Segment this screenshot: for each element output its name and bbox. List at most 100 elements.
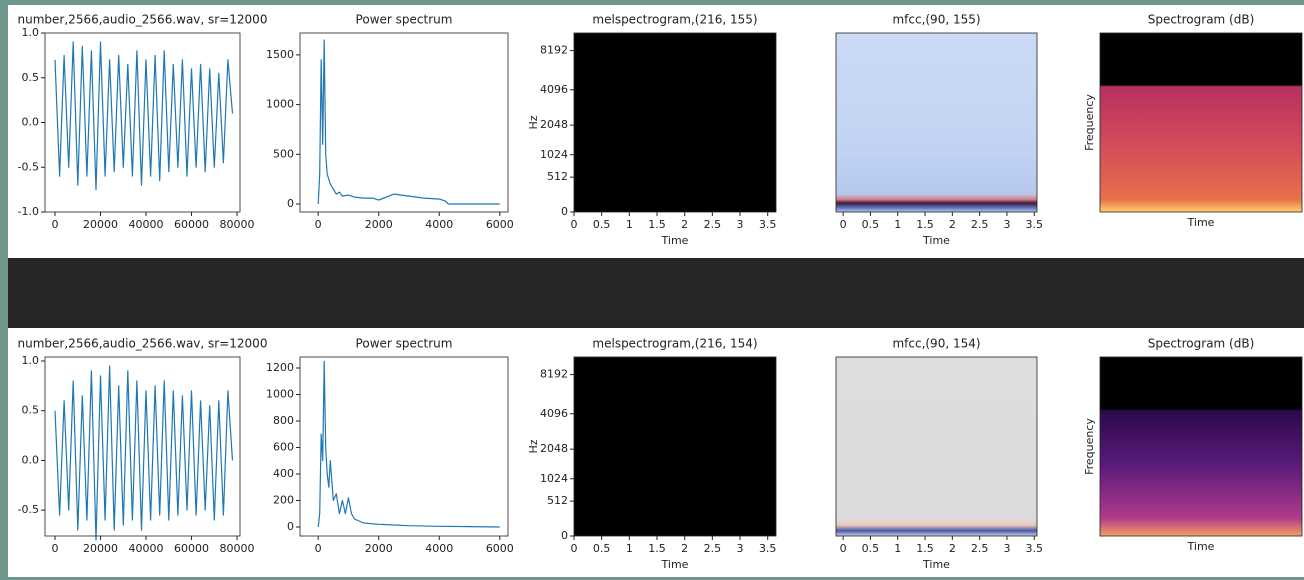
y-tick-label: 1.0 [22, 26, 40, 39]
y-axis-label: Hz [527, 115, 540, 129]
y-tick-label: 2048 [540, 118, 568, 131]
x-tick-label: 2 [949, 542, 956, 555]
x-tick-label: 1 [894, 218, 901, 231]
x-tick-label: 0 [840, 542, 847, 555]
x-tick-label: 80000 [220, 218, 255, 231]
axes-frame [573, 32, 777, 213]
y-tick-label: 400 [273, 467, 294, 480]
separator-band [8, 258, 1304, 328]
x-tick-label: 6000 [486, 218, 514, 231]
x-axis-label: Time [661, 234, 689, 247]
y-tick-label: 1.0 [22, 354, 40, 367]
y-tick-label: 0.5 [22, 404, 40, 417]
y-tick-label: 0 [287, 520, 294, 533]
x-tick-label: 60000 [174, 542, 209, 555]
x-tick-label: 0.5 [862, 542, 880, 555]
y-axis-label: Frequency [1083, 94, 1096, 151]
x-tick-label: 1.5 [916, 542, 934, 555]
x-tick-label: 0 [52, 218, 59, 231]
y-tick-label: -1.0 [18, 205, 39, 218]
x-tick-label: 0 [571, 542, 578, 555]
axes-frame [44, 356, 241, 537]
x-tick-label: 40000 [129, 218, 164, 231]
y-tick-label: 4096 [540, 407, 568, 420]
image-panel [574, 33, 776, 212]
subplot-title: number,2566,audio_2566.wav, sr=12000 [18, 337, 268, 351]
subplot-title: mfcc,(90, 154) [892, 337, 980, 351]
y-tick-label: 2048 [540, 442, 568, 455]
subplot-title: Power spectrum [356, 337, 453, 351]
y-tick-label: 1000 [266, 98, 294, 111]
y-tick-label: 512 [547, 494, 568, 507]
x-tick-label: 4000 [425, 542, 453, 555]
axes-frame [835, 32, 1038, 213]
signal-line [54, 41, 234, 191]
x-tick-label: 1.5 [916, 218, 934, 231]
y-tick-label: 800 [273, 414, 294, 427]
y-tick-label: 512 [547, 170, 568, 183]
y-tick-label: 0 [287, 197, 294, 210]
x-tick-label: 20000 [83, 218, 118, 231]
x-tick-label: 2.5 [704, 542, 722, 555]
signal-line [317, 360, 500, 528]
x-tick-label: 0 [315, 542, 322, 555]
axes-frame [1099, 32, 1303, 213]
y-tick-label: 1500 [266, 48, 294, 61]
x-tick-label: 0 [315, 218, 322, 231]
x-tick-label: 3 [737, 542, 744, 555]
x-tick-label: 2000 [365, 542, 393, 555]
image-panel [1100, 33, 1302, 212]
y-tick-label: 8192 [540, 368, 568, 381]
y-tick-label: -0.5 [18, 160, 39, 173]
x-tick-label: 0 [52, 542, 59, 555]
x-tick-label: 3.5 [759, 218, 777, 231]
y-tick-label: 1024 [540, 472, 568, 485]
image-panel [574, 357, 776, 536]
y-tick-label: 0.0 [22, 116, 40, 129]
x-tick-label: 3.5 [759, 542, 777, 555]
x-tick-label: 4000 [425, 218, 453, 231]
signal-line [54, 365, 234, 541]
x-tick-label: 3.5 [1026, 542, 1044, 555]
y-tick-label: 0.0 [22, 453, 40, 466]
x-tick-label: 0.5 [862, 218, 880, 231]
y-tick-label: 1200 [266, 361, 294, 374]
y-tick-label: -0.5 [18, 503, 39, 516]
subplot-title: mfcc,(90, 155) [892, 13, 980, 27]
x-axis-label: Time [661, 558, 689, 571]
x-tick-label: 1 [626, 542, 633, 555]
x-tick-label: 3 [1003, 542, 1010, 555]
x-tick-label: 0.5 [593, 542, 611, 555]
x-tick-label: 20000 [83, 542, 118, 555]
y-tick-label: 1000 [266, 387, 294, 400]
y-tick-label: 0.5 [22, 71, 40, 84]
subplot-title: Spectrogram (dB) [1148, 337, 1255, 351]
signal-line [317, 39, 500, 205]
image-panel [1100, 357, 1302, 536]
x-axis-label: Time [1187, 216, 1215, 229]
subplot-title: melspectrogram,(216, 155) [592, 13, 757, 27]
x-tick-label: 2000 [365, 218, 393, 231]
x-tick-label: 1.5 [648, 218, 666, 231]
y-tick-label: 1024 [540, 148, 568, 161]
x-tick-label: 80000 [220, 542, 255, 555]
subplot-title: Power spectrum [356, 13, 453, 27]
axes-frame [835, 356, 1038, 537]
x-axis-label: Time [922, 234, 950, 247]
x-tick-label: 2 [681, 218, 688, 231]
x-tick-label: 3.5 [1026, 218, 1044, 231]
x-tick-label: 1 [626, 218, 633, 231]
x-tick-label: 0 [571, 218, 578, 231]
x-tick-label: 60000 [174, 218, 209, 231]
x-tick-label: 6000 [486, 542, 514, 555]
subplot-title: melspectrogram,(216, 154) [592, 337, 757, 351]
y-tick-label: 0 [561, 529, 568, 542]
y-tick-label: 500 [273, 147, 294, 160]
x-axis-label: Time [922, 558, 950, 571]
x-tick-label: 2.5 [971, 542, 989, 555]
axes-frame [299, 356, 509, 537]
x-tick-label: 2.5 [971, 218, 989, 231]
x-tick-label: 2.5 [704, 218, 722, 231]
x-tick-label: 40000 [129, 542, 164, 555]
